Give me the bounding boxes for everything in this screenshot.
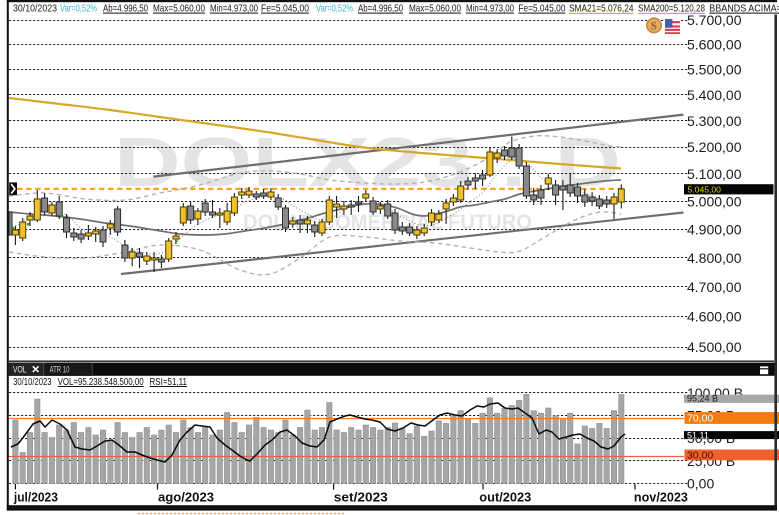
svg-text:30,00: 30,00 [687,449,713,461]
svg-text:5.100,00: 5.100,00 [687,166,742,182]
svg-text:5.300,00: 5.300,00 [687,113,742,129]
svg-text:Min=4.973,00: Min=4.973,00 [210,4,258,15]
svg-text:4.500,00: 4.500,00 [687,339,742,355]
svg-text:SMA200=5.120,28: SMA200=5.120,28 [638,4,705,15]
svg-text:5.600,00: 5.600,00 [687,37,742,53]
svg-text:nov/2023: nov/2023 [634,490,688,505]
svg-text:✕: ✕ [31,364,40,376]
svg-text:Max=5.060,00: Max=5.060,00 [409,4,461,15]
svg-text:5.000,00: 5.000,00 [687,193,742,209]
svg-text:RSI=51,11: RSI=51,11 [150,377,188,388]
svg-text:Var=0,52%: Var=0,52% [60,4,97,15]
svg-text:5.045,00: 5.045,00 [688,184,722,194]
svg-text:SMA21=5.076,24: SMA21=5.076,24 [569,4,634,15]
svg-text:51,11: 51,11 [687,430,709,440]
svg-text:ago/2023: ago/2023 [158,490,214,505]
svg-text:Fe=5.045,00: Fe=5.045,00 [261,4,309,15]
svg-text:VOL: VOL [13,365,27,375]
svg-text:5.500,00: 5.500,00 [687,62,742,78]
svg-text:5.400,00: 5.400,00 [687,87,742,103]
svg-text:0,00: 0,00 [687,476,714,492]
svg-text:30/10/2023: 30/10/2023 [13,377,52,388]
svg-text:ATR 10: ATR 10 [50,365,70,375]
svg-text:set/2023: set/2023 [334,490,388,505]
svg-text:5.700,00: 5.700,00 [687,12,742,28]
svg-text:95,24 B: 95,24 B [687,394,718,404]
svg-text:VOL=95.238.548.500,00: VOL=95.238.548.500,00 [58,377,144,388]
svg-text:Ab=4.996,50: Ab=4.996,50 [358,4,403,15]
svg-text:5.200,00: 5.200,00 [687,139,742,155]
svg-text:4.900,00: 4.900,00 [687,221,742,237]
svg-text:BBANDS ACIMA=5: BBANDS ACIMA=5 [709,4,779,15]
svg-text:jul/2023: jul/2023 [13,490,58,505]
svg-text:S: S [651,21,657,33]
svg-text:Max=5.060,00: Max=5.060,00 [153,4,205,15]
svg-text:Var=0,52%: Var=0,52% [316,4,353,15]
svg-text:4.700,00: 4.700,00 [687,279,742,295]
svg-text:Fe=5.045,00: Fe=5.045,00 [518,4,565,15]
svg-text:out/2023: out/2023 [479,490,531,505]
svg-text:30/10/2023: 30/10/2023 [13,4,57,15]
svg-text:4.800,00: 4.800,00 [687,250,742,266]
svg-text:Min=4.973,00: Min=4.973,00 [466,4,514,15]
svg-text:4.600,00: 4.600,00 [687,309,742,325]
svg-text:70,00: 70,00 [687,413,713,425]
svg-text:Ab=4.996,50: Ab=4.996,50 [103,4,148,15]
